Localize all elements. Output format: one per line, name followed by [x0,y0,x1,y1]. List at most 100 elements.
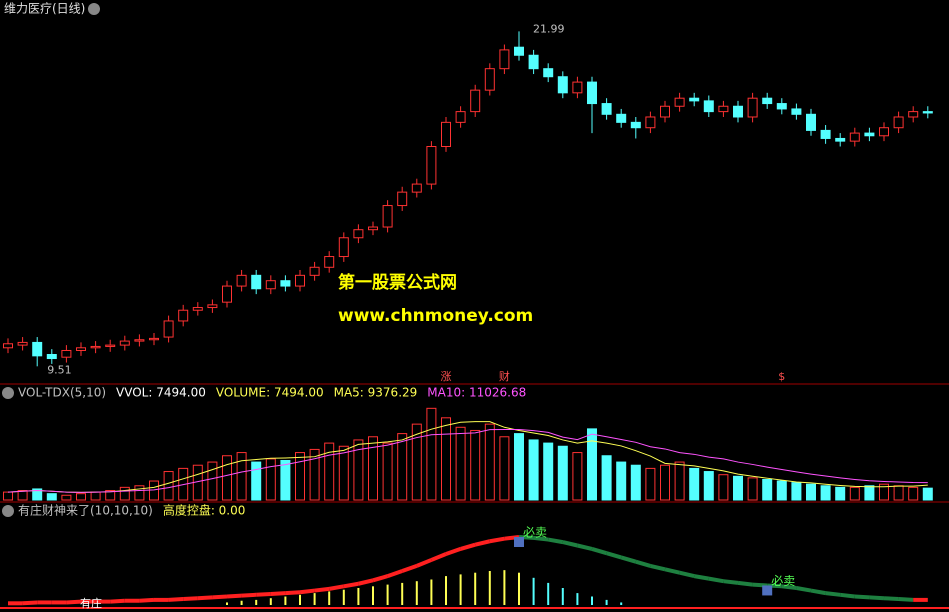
signal-bar [226,602,228,605]
candle-body [441,121,451,148]
control-line [620,555,637,564]
volume-bar [236,452,247,501]
volume-bar [616,461,627,501]
volume-bar [455,426,466,501]
signal-bar [386,584,389,605]
volume-bar [309,448,320,501]
candle-body [3,343,13,349]
ma-line [7,421,928,493]
control-line [737,580,753,587]
volume-bar [17,490,28,501]
candle-body [236,274,247,287]
control-line [183,596,198,602]
signal-icon [514,537,524,547]
control-line [314,586,330,593]
signal-bar [401,582,404,605]
candle-body [192,307,203,311]
control-line [810,588,826,596]
candle-body [90,345,101,349]
marker: 涨 [441,370,452,383]
candle-body [455,111,466,123]
signal-bar [299,594,301,605]
control-line [664,567,681,575]
signal-label: 必卖 [771,574,795,588]
candle-body [382,205,393,228]
signal-bar [488,571,491,605]
candle-body [849,132,860,142]
candle-body [134,339,145,342]
legend-entry: MA5: 9376.29 [334,386,418,400]
candle-body [514,46,524,56]
volume-bar [849,486,860,501]
chart-title: 维力医疗(日线) [4,2,85,16]
control-line [839,592,856,599]
signal-bar [474,572,477,605]
candle-body [587,81,597,105]
signal-bar [605,599,608,605]
control-line [796,586,812,593]
watermark: 第一股票公式网 [338,272,457,293]
control-line [533,535,549,542]
volume-bar [499,436,510,501]
candle-body [689,97,700,102]
volume-bar [368,436,378,501]
control-line [781,584,797,590]
control-line [869,595,885,601]
volume-bar [864,485,875,501]
control-line [212,594,228,600]
candle-body [280,280,291,287]
control-line [576,543,593,551]
control-line [708,576,724,584]
candle-body [674,97,685,107]
candle-body [251,274,262,290]
candle-body [733,105,743,118]
volume-bar [557,445,568,501]
candle-body [660,105,670,118]
signal-bar [459,574,462,605]
candle-body [222,285,232,303]
legend-entry: 有庄财神来了(10,10,10) [18,503,153,518]
volume-bar [879,483,889,501]
candle-body [922,111,933,114]
volume-bar [747,477,758,501]
candle-body [324,256,335,268]
candle-body [864,132,875,137]
control-line [357,578,374,586]
volume-bar [207,461,218,501]
candle-body [470,89,481,113]
menu-icon[interactable] [88,3,100,15]
candle-body [149,337,159,341]
volume-bar [32,488,43,501]
control-line [430,552,447,562]
volume-bar [484,423,495,501]
menu-icon[interactable] [2,505,14,517]
volume-bar [835,486,846,501]
volume-bar [660,464,670,501]
volume-bar [90,491,101,501]
control-line [883,596,899,602]
volume-bar [587,428,597,501]
control-line [22,600,38,606]
control-line [547,537,564,545]
candle-body [207,304,218,309]
control-line [460,542,476,551]
low-label: 9.51 [47,363,71,376]
volume-bar [411,423,422,501]
control-line [854,594,870,600]
control-line [562,540,578,548]
candle-body [601,103,612,115]
signal-bar [328,591,331,605]
control-line [226,593,242,599]
control-line [241,592,257,598]
candle-body [178,309,189,322]
candle-body [557,76,568,94]
marker: 财 [499,369,510,383]
volume-bar [528,439,539,501]
volume-bar [295,452,305,501]
legend-entry: VOL-TDX(5,10) [18,386,106,400]
watermark: www.chnmoney.com [338,306,533,326]
volume-bar [703,471,714,501]
candle-body [484,68,495,91]
menu-icon[interactable] [2,387,14,399]
control-line [445,547,462,556]
